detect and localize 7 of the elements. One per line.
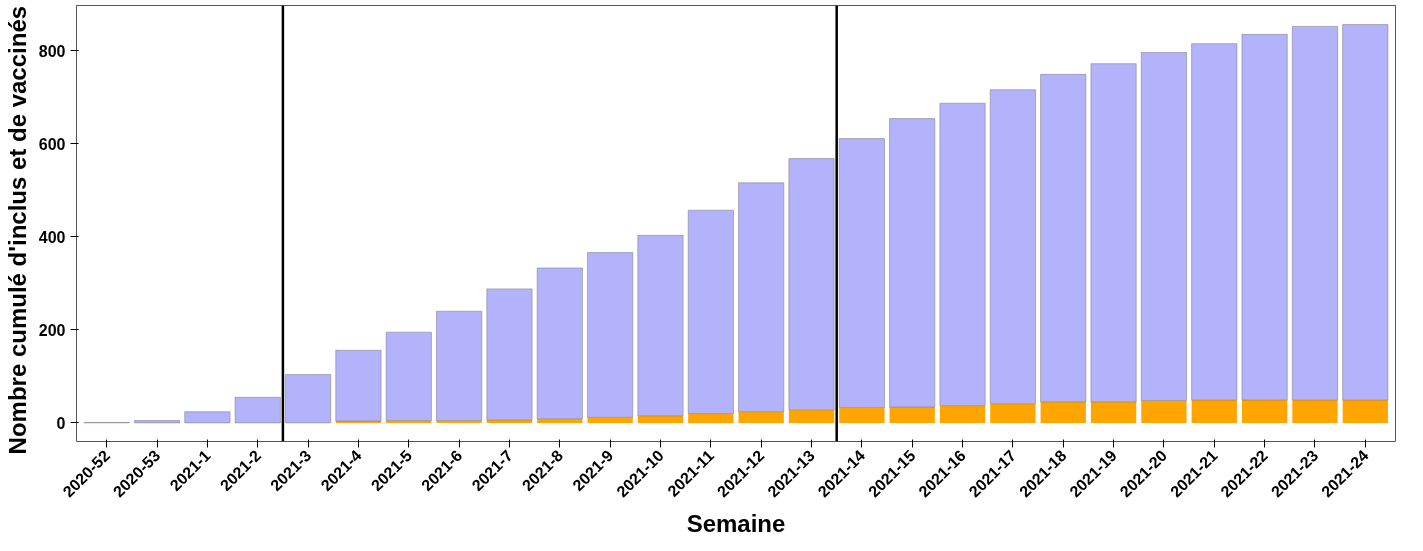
y-tick-label: 600	[38, 135, 66, 153]
x-axis-title: Semaine	[686, 510, 786, 538]
y-axis-title: Nombre cumulé d'inclus et de vaccinés	[3, 5, 31, 455]
y-tick-label: 0	[56, 414, 66, 432]
y-tick-label: 400	[38, 228, 66, 246]
y-tick-label: 200	[38, 321, 66, 339]
y-tick-label: 800	[38, 42, 66, 60]
